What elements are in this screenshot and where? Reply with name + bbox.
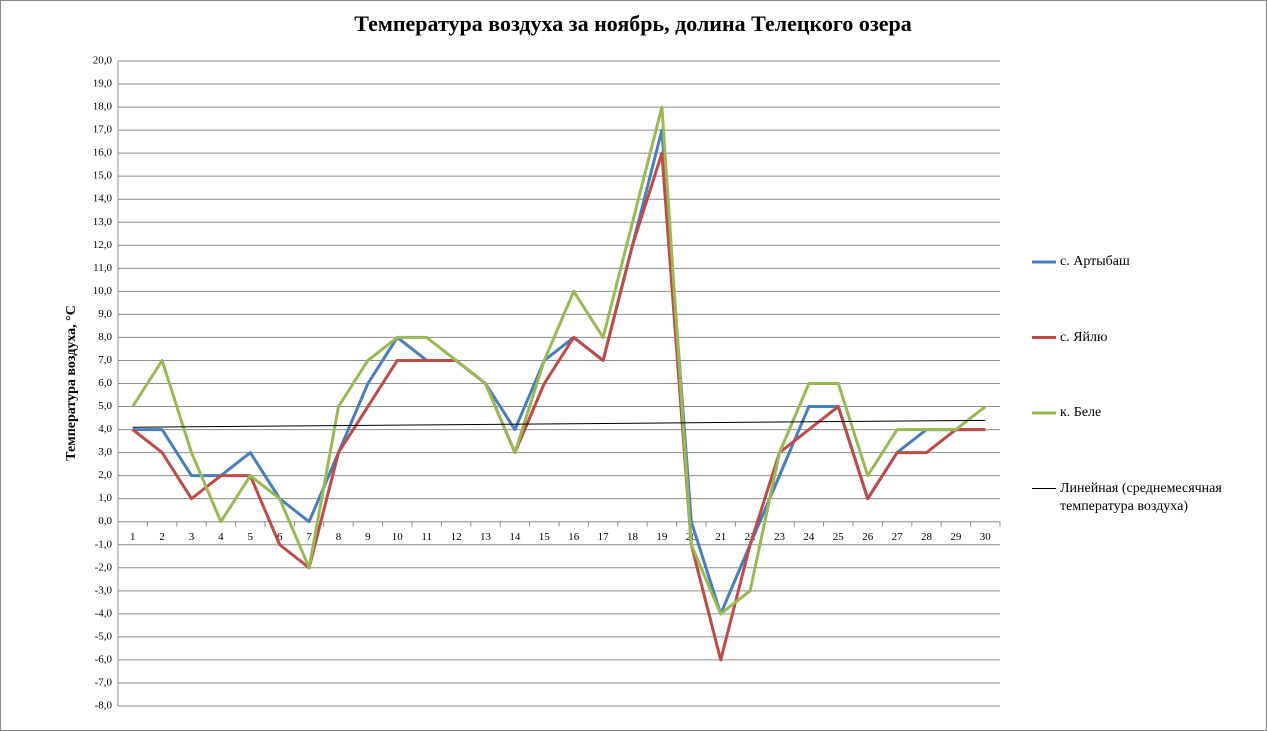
x-tick-label: 29: [950, 531, 962, 543]
x-tick-label: 16: [568, 531, 580, 543]
y-tick-label: 12,0: [93, 239, 113, 251]
y-tick-label: 9,0: [98, 308, 112, 320]
series-line: [131, 105, 987, 616]
legend-label: Линейная (среднемесячная температура воз…: [1060, 480, 1222, 514]
x-tick-label: 27: [892, 531, 904, 543]
x-tick-label: 3: [189, 531, 195, 543]
x-tick-label: 1: [130, 531, 136, 543]
x-tick-label: 17: [598, 531, 610, 543]
y-tick-label: 18,0: [93, 101, 113, 113]
x-tick-label: 21: [715, 531, 726, 543]
y-tick-label: 3,0: [98, 446, 112, 458]
x-tick-label: 14: [509, 531, 521, 543]
x-tick-label: 5: [248, 531, 254, 543]
y-tick-label: 5,0: [98, 400, 112, 412]
y-tick-label: -1,0: [95, 538, 113, 550]
x-tick-label: 24: [803, 531, 815, 543]
y-tick-label: 8,0: [98, 331, 112, 343]
x-tick-label: 13: [480, 531, 492, 543]
y-tick-label: 20,0: [93, 55, 113, 67]
x-tick-label: 4: [218, 531, 224, 543]
y-tick-label: 2,0: [98, 469, 112, 481]
x-tick-label: 2: [159, 531, 165, 543]
x-tick-label: 19: [656, 531, 668, 543]
y-tick-label: 4,0: [98, 423, 112, 435]
x-tick-label: 8: [336, 531, 342, 543]
y-tick-label: -4,0: [95, 607, 113, 619]
y-tick-label: 7,0: [98, 354, 112, 366]
y-tick-label: -2,0: [95, 561, 113, 573]
x-tick-label: 7: [306, 531, 312, 543]
x-tick-label: 10: [392, 531, 404, 543]
x-tick-label: 28: [921, 531, 933, 543]
y-tick-label: 15,0: [93, 170, 113, 182]
y-tick-label: -8,0: [95, 700, 113, 712]
trend-line: [132, 419, 986, 428]
x-tick-label: 26: [862, 531, 874, 543]
legend-label: к. Беле: [1060, 405, 1102, 420]
x-tick-label: 11: [421, 531, 432, 543]
x-tick-label: 12: [451, 531, 462, 543]
y-tick-label: 0,0: [98, 515, 112, 527]
x-tick-label: 18: [627, 531, 639, 543]
x-tick-label: 30: [980, 531, 992, 543]
y-tick-label: -7,0: [95, 676, 113, 688]
y-tick-label: 19,0: [93, 78, 113, 90]
x-tick-label: 22: [745, 531, 756, 543]
x-tick-label: 9: [365, 531, 371, 543]
y-tick-label: 1,0: [98, 492, 112, 504]
y-tick-label: -3,0: [95, 584, 113, 596]
x-tick-label: 25: [833, 531, 845, 543]
y-tick-label: 16,0: [93, 147, 113, 159]
y-tick-label: 13,0: [93, 216, 113, 228]
y-tick-label: 6,0: [98, 377, 112, 389]
y-tick-label: 17,0: [93, 124, 113, 136]
x-tick-label: 6: [277, 531, 283, 543]
y-tick-label: -6,0: [95, 653, 113, 665]
y-tick-label: 10,0: [93, 285, 113, 297]
legend-label: с. Яйлю: [1060, 329, 1108, 345]
y-tick-label: 11,0: [93, 262, 112, 274]
y-tick-label: -5,0: [95, 630, 113, 642]
chart-title: Температура воздуха за ноябрь, долина Те…: [354, 11, 911, 36]
y-axis-title: Температура воздуха, °С: [64, 305, 79, 461]
x-tick-label: 23: [774, 531, 786, 543]
legend-label: с. Артыбаш: [1060, 254, 1130, 269]
x-tick-label: 15: [539, 531, 551, 543]
y-tick-label: 14,0: [93, 193, 113, 205]
